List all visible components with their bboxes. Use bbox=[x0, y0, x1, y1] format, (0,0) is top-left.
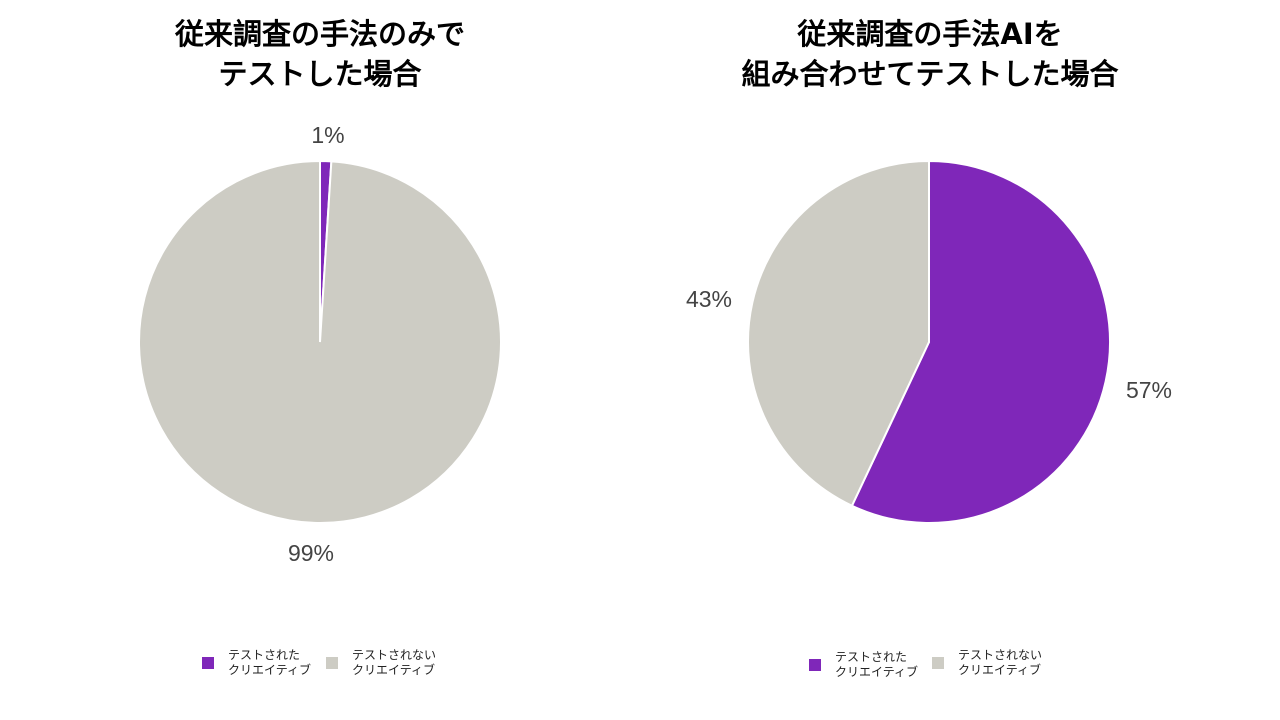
pie-slice-tested bbox=[850, 159, 1111, 524]
legend-line: クリエイティブ bbox=[352, 663, 436, 677]
title-left-line-2: テストした場合 bbox=[218, 57, 422, 91]
slice-label-untested: 99% bbox=[288, 540, 334, 566]
legend-line: テストされた bbox=[228, 648, 301, 662]
legend-label: テストされない クリエイティブ bbox=[958, 648, 1042, 678]
legend-label: テストされた クリエイティブ bbox=[228, 648, 311, 678]
legend-swatch-tested bbox=[202, 657, 214, 669]
legend-item-untested: テストされない クリエイティブ bbox=[932, 648, 1042, 678]
legend-line: クリエイティブ bbox=[228, 663, 312, 677]
pie-slice-untested bbox=[138, 159, 502, 524]
legend-item-tested: テストされた クリエイティブ bbox=[202, 648, 311, 678]
legend-item-untested: テストされない クリエイティブ bbox=[326, 648, 436, 678]
legend-label: テストされた クリエイティブ bbox=[835, 650, 918, 680]
slice-label-untested: 43% bbox=[686, 286, 732, 312]
pie-chart-left: 1% 99% bbox=[138, 122, 502, 566]
legend-line: テストされない bbox=[352, 648, 437, 662]
legend-line: クリエイティブ bbox=[958, 663, 1042, 677]
legend-line: クリエイティブ bbox=[835, 665, 919, 679]
legend-swatch-untested bbox=[326, 657, 338, 669]
legend-line: テストされない bbox=[958, 648, 1043, 662]
chart-title-right: 従来調査の手法AIを 組み合わせてテストした場合 bbox=[715, 14, 1145, 94]
legend-item-tested: テストされた クリエイティブ bbox=[809, 650, 918, 680]
title-right-line-1: 従来調査の手法AIを bbox=[797, 17, 1063, 51]
legend-swatch-tested bbox=[809, 659, 821, 671]
legend-swatch-untested bbox=[932, 657, 944, 669]
pie-chart-right: 57% 43% bbox=[686, 159, 1172, 524]
pie-slice-untested bbox=[747, 159, 930, 508]
slice-label-tested: 57% bbox=[1126, 377, 1172, 403]
title-right-line-2: 組み合わせてテストした場合 bbox=[741, 57, 1119, 91]
legend-line: テストされた bbox=[835, 650, 908, 664]
slice-label-tested: 1% bbox=[311, 122, 344, 148]
legend-label: テストされない クリエイティブ bbox=[352, 648, 436, 678]
chart-title-left: 従来調査の手法のみで テストした場合 bbox=[110, 14, 530, 94]
title-left-line-1: 従来調査の手法のみで bbox=[174, 17, 465, 51]
